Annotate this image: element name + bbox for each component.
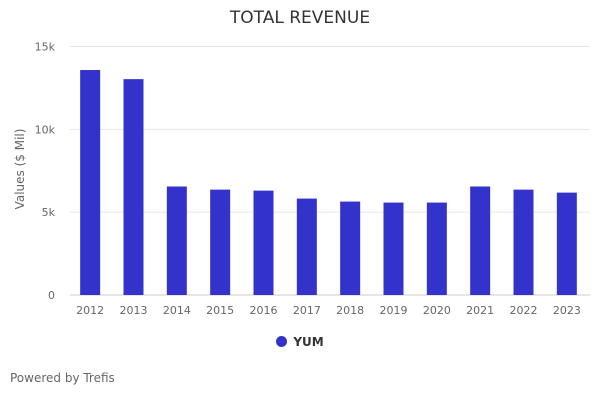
bar-chart: 0 5k 10k 15k 2012 2013 2014 2015 2016 2017 2018 201… [35,41,590,317]
legend-label: YUM [293,335,324,349]
x-tick-label: 2023 [553,304,581,317]
bar[interactable] [166,186,187,295]
bar[interactable] [80,70,101,296]
x-tick-label: 2021 [466,304,494,317]
bar[interactable] [470,186,491,295]
legend-marker [276,336,288,347]
bar[interactable] [253,190,274,295]
legend[interactable]: YUM [0,335,600,349]
bar[interactable] [296,198,317,295]
y-tick-label: 10k [35,123,56,136]
chart-title: TOTAL REVENUE [229,8,371,28]
powered-by-credit: Powered by Trefis [10,371,115,385]
x-tick-label: 2020 [423,304,451,317]
bar[interactable] [513,189,534,295]
bar[interactable] [383,202,404,295]
bar[interactable] [340,201,361,295]
x-tick-label: 2019 [380,304,408,317]
x-tick-label: 2012 [76,304,104,317]
x-tick-label: 2018 [336,304,364,317]
x-tick-label: 2022 [510,304,538,317]
x-tick-label: 2014 [163,304,191,317]
y-tick-label: 5k [42,206,56,219]
bar[interactable] [426,202,447,295]
x-tick-label: 2013 [120,304,148,317]
x-tick-label: 2016 [250,304,278,317]
y-tick-label: 15k [35,41,56,54]
x-tick-label: 2017 [293,304,321,317]
y-axis-label: Values ($ Mil) [13,128,27,210]
y-tick-label: 0 [48,289,55,302]
bar[interactable] [123,79,144,296]
x-tick-label: 2015 [206,304,234,317]
bar[interactable] [556,192,577,295]
bar[interactable] [210,189,231,295]
